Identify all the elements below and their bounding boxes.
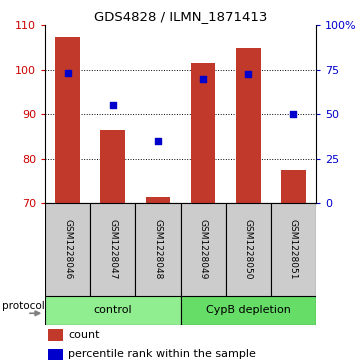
Bar (271, 203, 316, 296)
Bar (135, 203, 180, 296)
Bar (226, 203, 271, 296)
Bar (100, 130, 125, 203)
Point (245, 72, 251, 77)
Bar (281, 170, 306, 203)
Bar (145, 197, 170, 203)
Text: GSM1228047: GSM1228047 (108, 219, 117, 280)
Bar (236, 48, 261, 203)
Bar (45, 296, 180, 325)
Bar (45, 203, 90, 296)
Point (290, 111, 296, 117)
Text: CypB depletion: CypB depletion (206, 305, 291, 315)
Point (155, 138, 161, 144)
Text: GSM1228049: GSM1228049 (199, 219, 208, 280)
Bar (180, 296, 316, 325)
Bar (90, 203, 135, 296)
Bar (48, 330, 63, 341)
Bar (55, 37, 80, 203)
Title: GDS4828 / ILMN_1871413: GDS4828 / ILMN_1871413 (94, 10, 267, 23)
Text: GSM1228051: GSM1228051 (289, 219, 298, 280)
Text: count: count (68, 330, 100, 340)
Point (110, 102, 116, 108)
Point (65, 70, 71, 76)
Bar (48, 348, 63, 360)
Bar (180, 203, 226, 296)
Text: control: control (93, 305, 132, 315)
Bar (191, 63, 216, 203)
Text: GSM1228050: GSM1228050 (244, 219, 253, 280)
Point (200, 76, 206, 82)
Text: percentile rank within the sample: percentile rank within the sample (68, 349, 256, 359)
Text: GSM1228048: GSM1228048 (153, 219, 162, 280)
Text: protocol: protocol (2, 301, 45, 311)
Text: GSM1228046: GSM1228046 (63, 219, 72, 280)
